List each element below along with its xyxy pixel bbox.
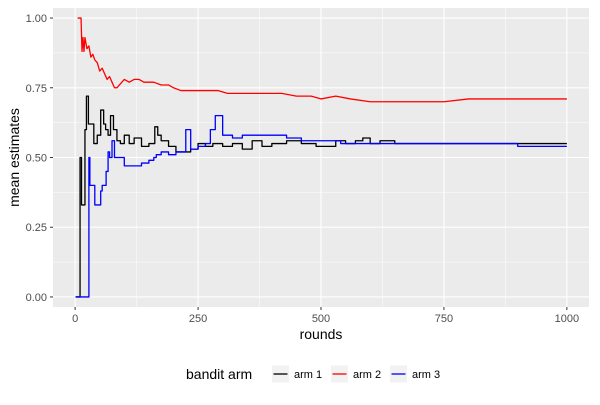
y-tick-label: 0.75 — [26, 83, 47, 95]
series-line-arm-2 — [77, 17, 567, 103]
legend-label: arm 1 — [294, 369, 322, 381]
series-line-arm-3 — [75, 115, 567, 298]
y-tick-label: 0.50 — [26, 153, 47, 165]
x-axis-title: rounds — [300, 326, 343, 342]
y-axis-title: mean estimates — [6, 108, 22, 207]
y-tick-label: 1.00 — [26, 13, 47, 25]
legend: bandit arm arm 1 arm 2 arm 3 — [186, 365, 440, 383]
y-tick-label: 0.00 — [26, 292, 47, 304]
plot-panel — [53, 8, 589, 307]
x-tick-label: 500 — [312, 313, 330, 325]
y-axis: 0.00 0.25 0.50 0.75 1.00 — [26, 13, 53, 304]
legend-title: bandit arm — [186, 366, 252, 382]
x-tick-label: 1000 — [555, 313, 579, 325]
x-tick-label: 750 — [435, 313, 453, 325]
legend-label: arm 2 — [353, 369, 381, 381]
legend-label: arm 3 — [412, 369, 440, 381]
x-tick-label: 0 — [72, 313, 78, 325]
y-tick-label: 0.25 — [26, 222, 47, 234]
x-axis: 0 250 500 750 1000 — [72, 307, 579, 325]
x-tick-label: 250 — [189, 313, 207, 325]
